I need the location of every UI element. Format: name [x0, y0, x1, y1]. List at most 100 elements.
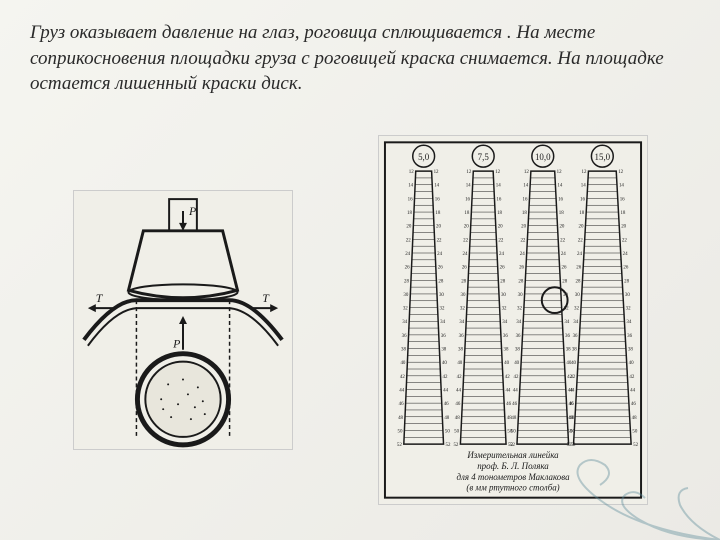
- ruler-number: 28: [624, 279, 629, 284]
- ruler-number: 52: [445, 443, 450, 448]
- ruler-number: 22: [436, 238, 441, 243]
- ruler-number: 12: [408, 170, 413, 175]
- ruler-number: 36: [627, 334, 632, 339]
- ruler-number: 14: [465, 184, 470, 189]
- ruler-number: 44: [512, 388, 517, 393]
- ruler-number: 38: [457, 348, 462, 353]
- ruler-number: 12: [433, 170, 438, 175]
- ruler-number: 42: [504, 375, 509, 380]
- ruler-number: 34: [502, 320, 507, 325]
- ruler-number: 22: [621, 238, 626, 243]
- ruler-number: 36: [458, 334, 463, 339]
- ruler-number: 26: [576, 266, 581, 271]
- ruler-number: 18: [464, 211, 469, 216]
- ruler-number: 30: [624, 293, 629, 298]
- ruler-number: 14: [580, 184, 585, 189]
- ruler-number: 14: [408, 184, 413, 189]
- ruler-number: 48: [454, 416, 459, 421]
- ruler-number: 50: [510, 429, 515, 434]
- ruler-number: 38: [627, 348, 632, 353]
- ruler-number: 18: [558, 211, 563, 216]
- ruler-number: 16: [407, 197, 412, 202]
- ruler-number: 34: [459, 320, 464, 325]
- ruler-number: 48: [631, 416, 636, 421]
- ruler-number: 24: [437, 252, 442, 257]
- caption-line: проф. Б. Л. Поляка: [477, 461, 549, 471]
- ruler-number: 46: [506, 402, 511, 407]
- ruler-number: 24: [577, 252, 582, 257]
- ruler-number: 30: [403, 293, 408, 298]
- ruler-number: 34: [626, 320, 631, 325]
- ruler-number: 28: [404, 279, 409, 284]
- ruler-number: 24: [560, 252, 565, 257]
- ruler-number: 44: [569, 388, 574, 393]
- ruler-number: 34: [516, 320, 521, 325]
- ruler-number: 26: [519, 266, 524, 271]
- ruler-number: 28: [518, 279, 523, 284]
- ruler-number: 28: [461, 279, 466, 284]
- ruler-number: 18: [579, 211, 584, 216]
- ruler-number: 38: [514, 348, 519, 353]
- ruler-number: 14: [523, 184, 528, 189]
- ruler-number: 14: [557, 184, 562, 189]
- ruler-number: 26: [499, 266, 504, 271]
- ruler-number: 44: [505, 388, 510, 393]
- ruler-number: 22: [405, 238, 410, 243]
- ruler-number: 42: [513, 375, 518, 380]
- ruler-number: 24: [499, 252, 504, 257]
- ruler-number: 34: [440, 320, 445, 325]
- ruler-number: 42: [570, 375, 575, 380]
- ruler-number: 24: [622, 252, 627, 257]
- ruler-number: 16: [434, 197, 439, 202]
- ruler-number: 22: [520, 238, 525, 243]
- ruler-number: 36: [515, 334, 520, 339]
- ruler-number: 40: [628, 361, 633, 366]
- ruler-number: 38: [401, 348, 406, 353]
- ruler-number: 46: [512, 402, 517, 407]
- ruler-number: 20: [406, 225, 411, 230]
- ruler-number: 50: [454, 429, 459, 434]
- ruler-number: 36: [502, 334, 507, 339]
- ruler-number: 22: [463, 238, 468, 243]
- ruler-number: 14: [495, 184, 500, 189]
- ruler-number: 38: [565, 348, 570, 353]
- header-label: 5,0: [418, 152, 430, 162]
- label-p-top: P: [187, 204, 195, 218]
- ruler-number: 12: [523, 170, 528, 175]
- ruler-number: 48: [568, 416, 573, 421]
- ruler-number: 44: [630, 388, 635, 393]
- ruler-number: 20: [578, 225, 583, 230]
- ruler-number: 24: [405, 252, 410, 257]
- ruler-number: 40: [504, 361, 509, 366]
- ruler-number: 52: [566, 443, 571, 448]
- ruler-number: 12: [466, 170, 471, 175]
- ruler-number: 22: [498, 238, 503, 243]
- ruler-number: 46: [630, 402, 635, 407]
- ruler-number: 18: [497, 211, 502, 216]
- ruler-number: 22: [577, 238, 582, 243]
- ruler-number: 40: [571, 361, 576, 366]
- ruler-number: 28: [438, 279, 443, 284]
- ruler-number: 22: [560, 238, 565, 243]
- ruler-number: 12: [618, 170, 623, 175]
- ruler-number: 40: [457, 361, 462, 366]
- ruler-number: 20: [559, 225, 564, 230]
- ruler-number: 28: [562, 279, 567, 284]
- ruler-number: 42: [442, 375, 447, 380]
- ruler-number: 18: [521, 211, 526, 216]
- ruler-number: 52: [633, 443, 638, 448]
- ruler-number: 38: [503, 348, 508, 353]
- ruler-number: 50: [444, 429, 449, 434]
- ruler-number: 32: [402, 307, 407, 312]
- ruler-number: 16: [619, 197, 624, 202]
- ruler-number: 32: [439, 307, 444, 312]
- ruler-number: 16: [465, 197, 470, 202]
- tonometer-diagram: P T T P: [73, 190, 293, 450]
- ruler-number: 14: [434, 184, 439, 189]
- ruler-number: 20: [521, 225, 526, 230]
- ruler-number: 30: [574, 293, 579, 298]
- ruler-number: 24: [519, 252, 524, 257]
- ruler-number: 38: [441, 348, 446, 353]
- ruler-number: 24: [462, 252, 467, 257]
- label-p-bottom: P: [172, 337, 180, 351]
